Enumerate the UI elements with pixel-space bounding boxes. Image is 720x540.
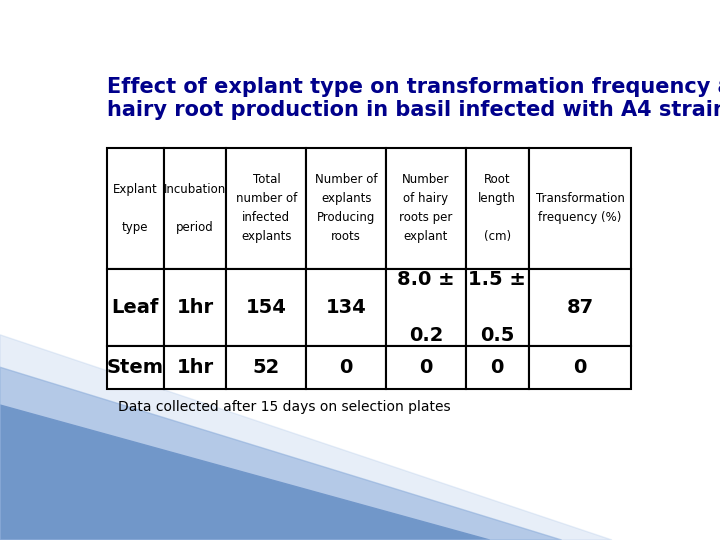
Bar bbox=[107, 148, 163, 268]
Bar bbox=[466, 346, 528, 389]
Text: Explant

type: Explant type bbox=[113, 183, 158, 234]
Bar bbox=[466, 268, 528, 346]
Bar bbox=[466, 148, 528, 268]
Bar bbox=[163, 346, 227, 389]
Text: 0: 0 bbox=[573, 358, 587, 377]
Bar bbox=[163, 268, 227, 346]
Text: Root
length

(cm): Root length (cm) bbox=[478, 173, 516, 243]
Bar bbox=[227, 148, 306, 268]
Text: 1hr: 1hr bbox=[176, 298, 214, 316]
Bar bbox=[227, 268, 306, 346]
Bar bbox=[107, 268, 163, 346]
Bar bbox=[528, 148, 631, 268]
Text: 52: 52 bbox=[253, 358, 280, 377]
Text: 0: 0 bbox=[490, 358, 504, 377]
Text: Number of
explants
Producing
roots: Number of explants Producing roots bbox=[315, 173, 377, 243]
Bar bbox=[386, 346, 466, 389]
Bar bbox=[227, 346, 306, 389]
Text: 154: 154 bbox=[246, 298, 287, 316]
Text: 1.5 ±

0.5: 1.5 ± 0.5 bbox=[468, 269, 526, 345]
Text: 87: 87 bbox=[567, 298, 593, 316]
Text: 1hr: 1hr bbox=[176, 358, 214, 377]
Text: 8.0 ±

0.2: 8.0 ± 0.2 bbox=[397, 269, 455, 345]
Text: Leaf: Leaf bbox=[112, 298, 159, 316]
Text: Transformation
frequency (%): Transformation frequency (%) bbox=[536, 192, 624, 224]
Bar bbox=[528, 268, 631, 346]
Text: Number
of hairy
roots per
explant: Number of hairy roots per explant bbox=[400, 173, 453, 243]
Text: Total
number of
infected
explants: Total number of infected explants bbox=[235, 173, 297, 243]
Bar bbox=[163, 148, 227, 268]
Text: Incubation

period: Incubation period bbox=[164, 183, 226, 234]
Bar bbox=[306, 346, 386, 389]
Bar bbox=[306, 268, 386, 346]
Text: 0: 0 bbox=[419, 358, 433, 377]
Bar bbox=[386, 268, 466, 346]
Text: Data collected after 15 days on selection plates: Data collected after 15 days on selectio… bbox=[118, 400, 451, 414]
Bar bbox=[107, 346, 163, 389]
Text: 0: 0 bbox=[340, 358, 353, 377]
Bar bbox=[528, 346, 631, 389]
Bar bbox=[306, 148, 386, 268]
Text: Effect of explant type on transformation frequency and
hairy root production in : Effect of explant type on transformation… bbox=[107, 77, 720, 120]
Text: Stem: Stem bbox=[107, 358, 163, 377]
Bar bbox=[386, 148, 466, 268]
Text: 134: 134 bbox=[326, 298, 366, 316]
